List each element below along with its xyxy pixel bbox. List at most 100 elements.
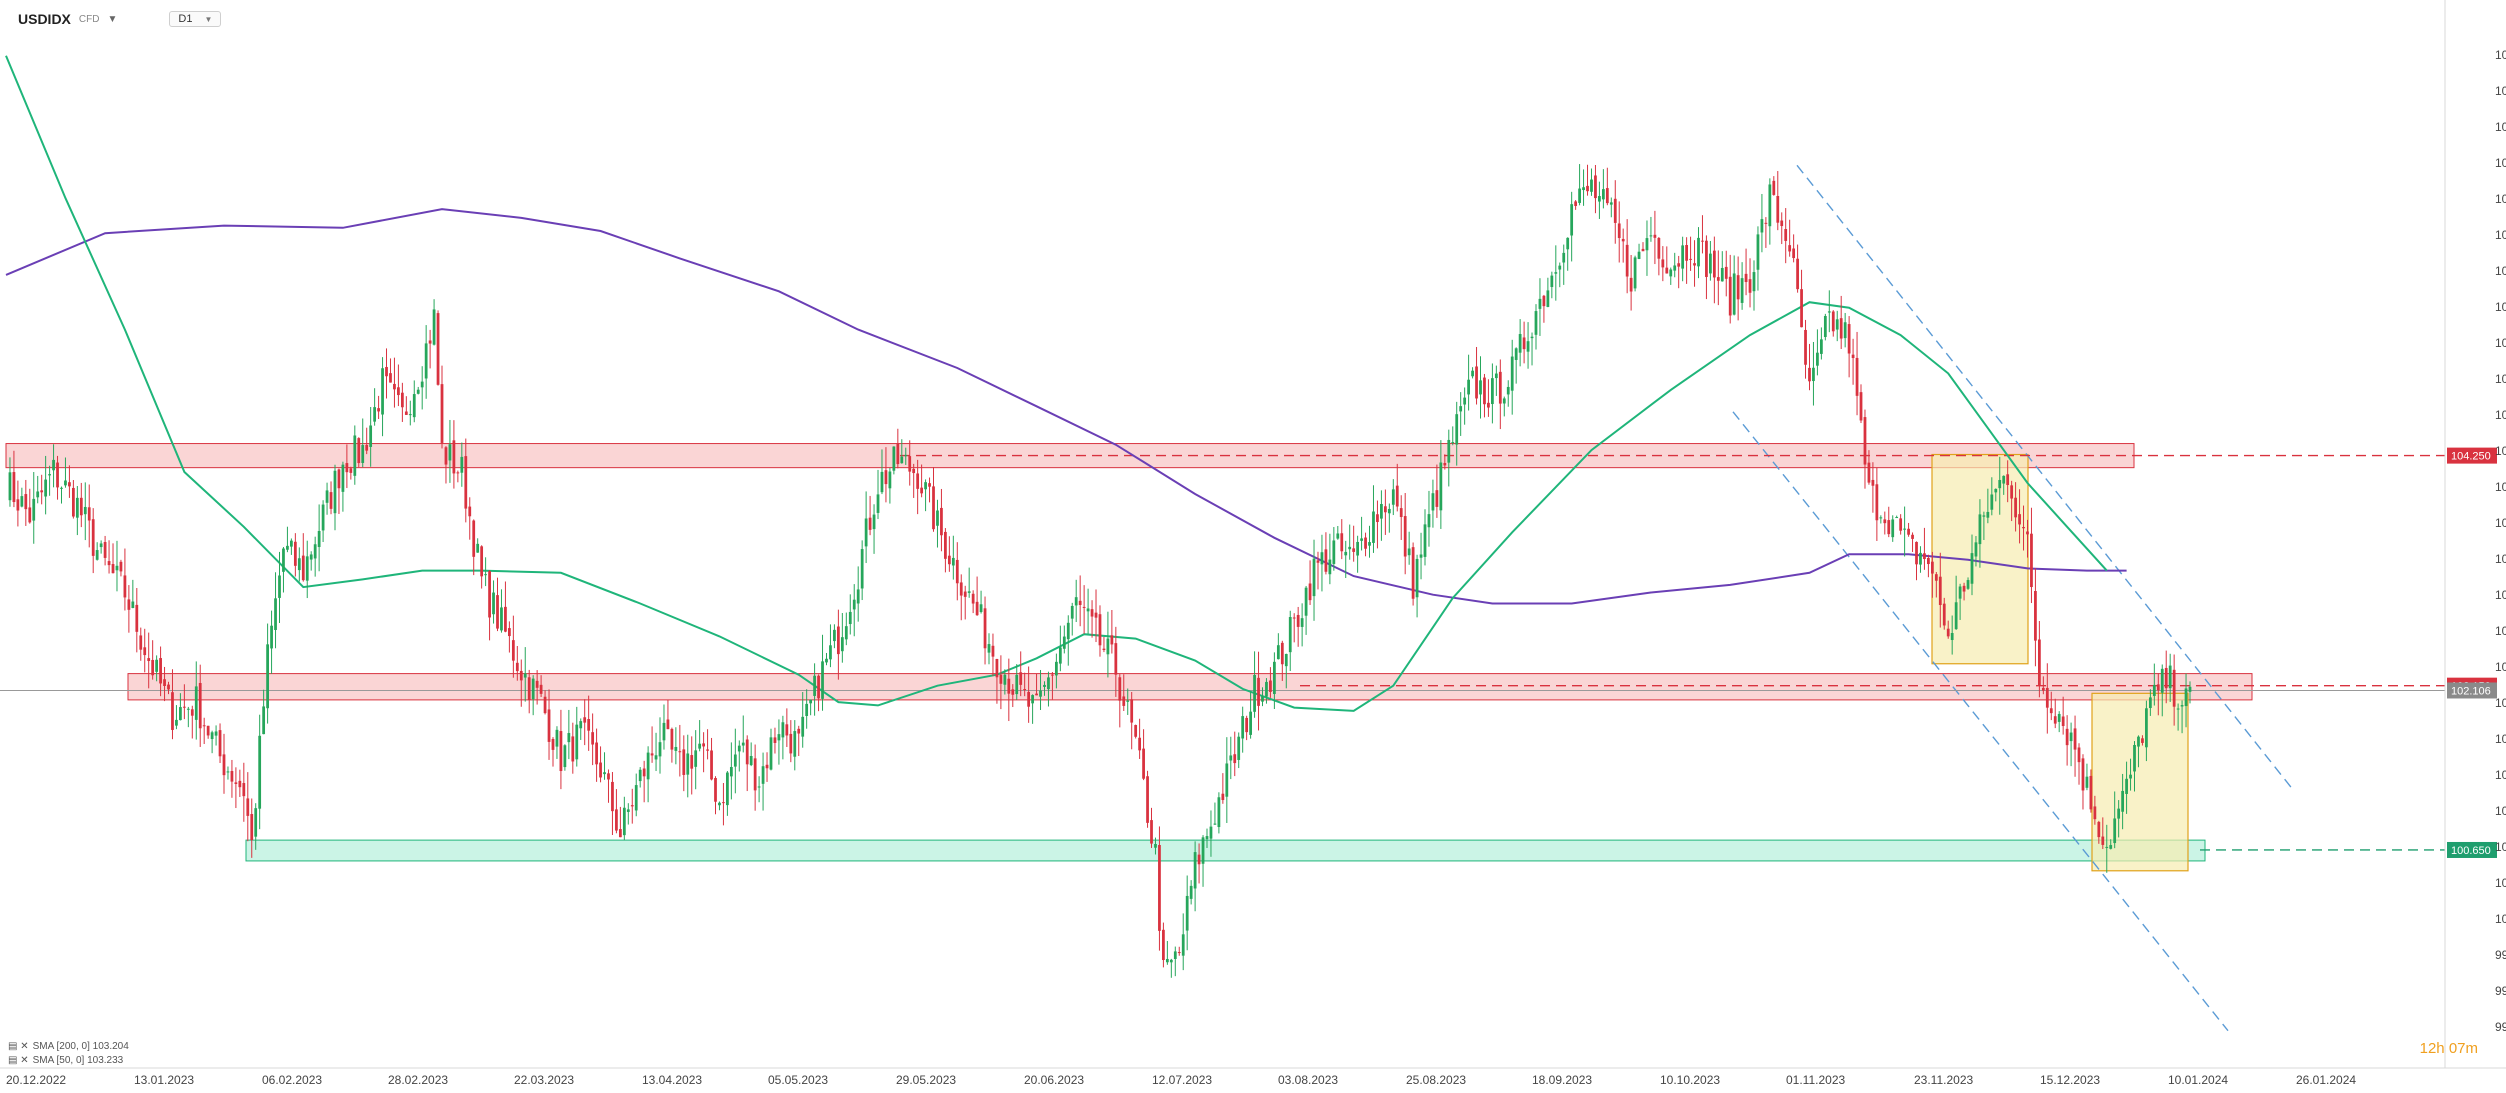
candle-body bbox=[955, 559, 959, 584]
candle-body bbox=[634, 785, 638, 811]
candle-body bbox=[1546, 290, 1550, 307]
candle-body bbox=[908, 456, 912, 472]
candle-body bbox=[1035, 693, 1038, 696]
candle-body bbox=[230, 771, 234, 782]
legend-item-sma50[interactable]: ▤ ✕ SMA [50, 0] 103.233 bbox=[8, 1054, 129, 1068]
y-tick-label: 101.663 bbox=[2495, 732, 2506, 746]
candle-body bbox=[543, 696, 547, 714]
candle-body bbox=[1158, 845, 1161, 931]
y-tick-label: 107.578 bbox=[2495, 84, 2506, 98]
candle-body bbox=[349, 468, 353, 473]
candle-body bbox=[234, 782, 238, 784]
candle-body bbox=[99, 543, 103, 548]
level-label-bg bbox=[2447, 841, 2497, 858]
candle-body bbox=[2180, 705, 2184, 707]
candle-body bbox=[967, 591, 971, 593]
candle-body bbox=[1534, 311, 1538, 335]
symbol-name[interactable]: USDIDX bbox=[18, 11, 71, 27]
candle-body bbox=[1415, 558, 1419, 598]
candle-body bbox=[369, 425, 373, 447]
candle-body bbox=[1903, 528, 1906, 530]
candle-body bbox=[2117, 808, 2121, 819]
candle-body bbox=[706, 749, 709, 751]
candle-body bbox=[1756, 234, 1760, 270]
candle-body bbox=[658, 742, 662, 757]
y-tick-label: 105.935 bbox=[2495, 264, 2506, 278]
candle-body bbox=[1320, 552, 1324, 565]
candle-body bbox=[1899, 518, 1903, 531]
candle-body bbox=[1463, 397, 1467, 405]
candle-body bbox=[1423, 524, 1427, 557]
y-tick-label: 107.250 bbox=[2495, 120, 2506, 134]
candle-body bbox=[313, 544, 317, 559]
candle-body bbox=[729, 766, 733, 777]
candle-body bbox=[801, 716, 805, 737]
candle-body bbox=[44, 479, 48, 497]
level-label: 100.650 bbox=[2451, 845, 2491, 857]
candle-body bbox=[876, 494, 880, 513]
candle-body bbox=[1031, 695, 1034, 704]
candle-body bbox=[1613, 198, 1617, 223]
candle-body bbox=[1142, 748, 1145, 779]
candle-body bbox=[2030, 533, 2033, 588]
candle-body bbox=[1863, 417, 1867, 465]
candle-body bbox=[2034, 590, 2037, 641]
candle-body bbox=[1804, 329, 1807, 365]
candles-layer[interactable] bbox=[8, 164, 2192, 978]
candle-body bbox=[1364, 537, 1367, 549]
candle-body bbox=[654, 755, 658, 760]
candle-body bbox=[500, 607, 503, 631]
candle-body bbox=[983, 608, 987, 649]
candle-body bbox=[1074, 597, 1078, 606]
y-tick-label: 107.907 bbox=[2495, 48, 2506, 62]
candle-body bbox=[32, 498, 36, 521]
candle-body bbox=[2137, 736, 2140, 747]
highlight-box bbox=[2091, 692, 2189, 872]
candle-body bbox=[1645, 238, 1649, 251]
candle-body bbox=[511, 640, 515, 661]
candle-body bbox=[416, 389, 420, 394]
candle-body bbox=[1114, 643, 1118, 675]
candle-body bbox=[940, 507, 943, 536]
candle-body bbox=[190, 709, 194, 716]
candle-body bbox=[496, 595, 499, 629]
candle-body bbox=[2188, 686, 2192, 692]
candle-body bbox=[1506, 386, 1510, 395]
y-tick-label: 100.677 bbox=[2495, 840, 2506, 854]
candle-body bbox=[1086, 608, 1090, 612]
candle-body bbox=[432, 309, 436, 345]
candle-body bbox=[1407, 548, 1411, 556]
symbol-dropdown-icon[interactable]: ▼ bbox=[107, 13, 118, 25]
candle-body bbox=[1891, 519, 1895, 538]
candle-body bbox=[781, 722, 785, 738]
candle-body bbox=[777, 734, 781, 741]
candle-body bbox=[1835, 319, 1839, 330]
candle-body bbox=[829, 645, 832, 660]
candle-body bbox=[1625, 244, 1629, 277]
y-tick-label: 102.320 bbox=[2495, 660, 2506, 674]
candle-body bbox=[555, 729, 559, 747]
candle-body bbox=[412, 394, 416, 418]
candle-body bbox=[68, 482, 71, 487]
candle-body bbox=[575, 724, 579, 760]
candle-body bbox=[1189, 885, 1193, 899]
candle-body bbox=[329, 492, 333, 509]
candle-body bbox=[1994, 488, 1998, 493]
candle-body bbox=[1712, 250, 1716, 278]
candle-body bbox=[1657, 238, 1661, 259]
candle-body bbox=[1970, 553, 1974, 584]
candle-countdown: 12h 07m bbox=[2419, 1040, 2478, 1057]
legend-item-sma200[interactable]: ▤ ✕ SMA [200, 0] 103.204 bbox=[8, 1040, 129, 1054]
timeframe-select[interactable]: D1 ▼ bbox=[169, 11, 222, 27]
candle-body bbox=[1942, 603, 1946, 626]
candle-body bbox=[444, 447, 448, 465]
candle-body bbox=[531, 678, 535, 700]
candle-body bbox=[95, 550, 99, 560]
candle-body bbox=[1768, 184, 1772, 227]
candle-body bbox=[1019, 672, 1023, 685]
candle-body bbox=[1744, 273, 1748, 283]
candle-body bbox=[999, 674, 1003, 684]
candle-body bbox=[971, 593, 975, 604]
candle-body bbox=[274, 598, 277, 630]
